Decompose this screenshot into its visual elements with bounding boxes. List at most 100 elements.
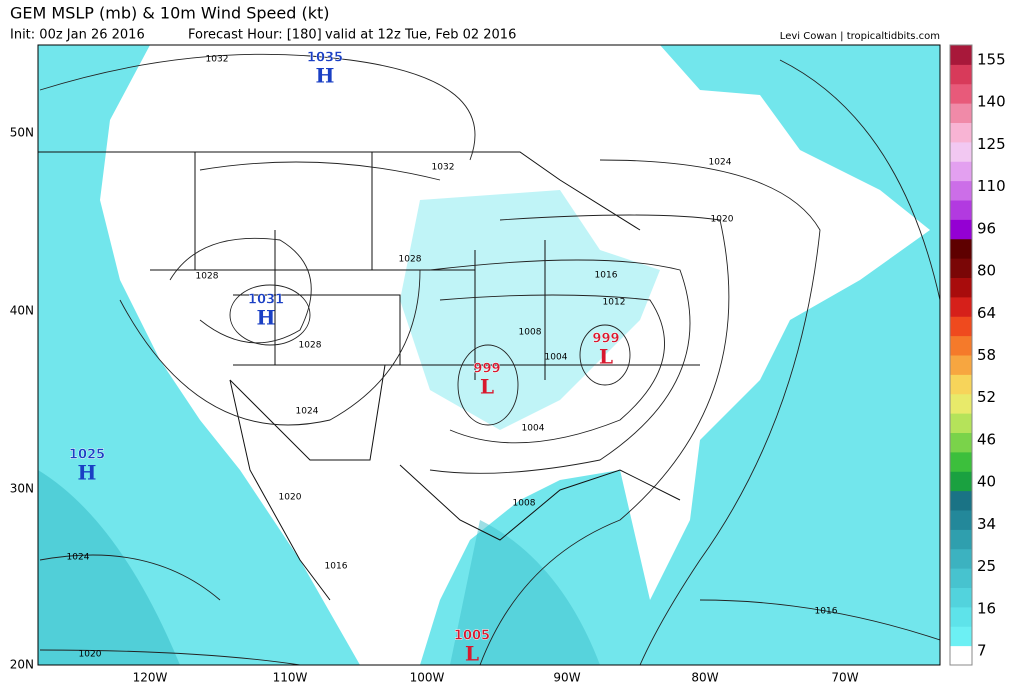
wind-shading <box>400 190 660 430</box>
colorbar-swatch <box>950 83 972 104</box>
center-value: 1031 <box>248 293 284 308</box>
colorbar-swatch <box>950 568 972 588</box>
isobar-label: 1024 <box>709 158 732 168</box>
colorbar-swatch <box>950 510 972 530</box>
wind-shading <box>38 470 180 665</box>
lat-label: 50N <box>10 126 34 140</box>
isobar-label: 1008 <box>519 328 542 338</box>
isobar-label: 1016 <box>325 562 348 572</box>
init: Init: 00z Jan 26 2016 <box>10 28 145 43</box>
colorbar-swatch <box>950 103 972 123</box>
colorbar-swatch <box>950 451 972 472</box>
lon-label: 120W <box>133 671 168 685</box>
colorbar-swatch <box>950 258 972 278</box>
colorbar: 155 140 125 110 96 80 64 58 52 46 40 34 25 16 7 <box>949 44 1006 666</box>
isobars <box>39 53 940 665</box>
colorbar-swatch <box>950 277 972 298</box>
colorbar-frame <box>949 44 973 666</box>
isobar-label: 1012 <box>603 298 626 308</box>
colorbar-swatch <box>950 374 972 395</box>
colorbar-swatch <box>950 141 972 162</box>
colorbar-swatch <box>950 238 972 259</box>
title: GEM MSLP (mb) & 10m Wind Speed (kt) <box>10 4 329 23</box>
valid-time: valid at 12z Tue, Feb 02 2016 <box>325 28 516 43</box>
colorbar-label: 125 <box>977 135 1006 153</box>
colorbar-swatch <box>950 548 972 569</box>
isobar-label: 1024 <box>296 407 319 417</box>
colorbar-swatch <box>950 64 972 85</box>
center-symbol: L <box>480 375 494 399</box>
colorbar-swatch <box>950 529 972 550</box>
isobar-label: 1032 <box>432 163 455 173</box>
isobar-label: 1032 <box>206 55 229 65</box>
isobar-label: 1020 <box>279 493 302 503</box>
colorbar-swatch <box>950 122 972 143</box>
isobar-label: 1020 <box>711 215 734 225</box>
center-symbol: H <box>257 306 276 330</box>
colorbar-label: 40 <box>977 473 996 491</box>
lat-label: 40N <box>10 304 34 318</box>
isobar-label: 1004 <box>545 353 568 363</box>
colorbar-label: 155 <box>977 51 1006 69</box>
colorbar-swatch <box>950 606 972 627</box>
center-symbol: H <box>78 461 97 485</box>
lon-label: 110W <box>273 671 308 685</box>
colorbar-swatch <box>950 432 972 453</box>
colorbar-swatch <box>950 219 972 240</box>
center-symbol: L <box>599 345 613 369</box>
colorbar-swatch <box>950 335 972 356</box>
center-symbol: H <box>316 64 335 88</box>
lon-label: 90W <box>553 671 580 685</box>
colorbar-swatch <box>950 393 972 414</box>
center-value: 999 <box>473 362 500 377</box>
isobar-label: 1008 <box>513 499 536 509</box>
isobar-label: 1016 <box>815 607 838 617</box>
colorbar-swatch <box>950 200 972 220</box>
center-value: 1035 <box>307 51 343 66</box>
borders <box>38 151 700 601</box>
colorbar-label: 34 <box>977 515 996 533</box>
colorbar-swatch <box>950 161 972 182</box>
colorbar-label: 25 <box>977 557 996 575</box>
colorbar-label: 110 <box>977 177 1006 195</box>
lon-label: 100W <box>410 671 445 685</box>
isobar-label: 1016 <box>595 271 618 281</box>
colorbar-swatch <box>950 587 972 608</box>
lat-label: 30N <box>10 482 34 496</box>
colorbar-swatch <box>950 413 972 433</box>
forecast-hour: Forecast Hour: [180] <box>188 28 322 43</box>
colorbar-swatch <box>950 296 972 317</box>
lon-label: 70W <box>831 671 858 685</box>
colorbar-swatch <box>950 316 972 337</box>
lon-label: 80W <box>691 671 718 685</box>
colorbar-label: 46 <box>977 430 996 448</box>
isobar-label: 1028 <box>399 255 422 265</box>
wind-shading <box>450 520 600 665</box>
colorbar-label: 140 <box>977 93 1006 111</box>
center-value: 1005 <box>454 629 490 644</box>
colorbar-swatch <box>950 180 972 201</box>
center-symbol: L <box>465 642 479 666</box>
credit: Levi Cowan | tropicaltidbits.com <box>780 31 940 42</box>
colorbar-swatch <box>950 355 972 375</box>
colorbar-label: 52 <box>977 388 996 406</box>
isobar-label: 1028 <box>299 341 322 351</box>
colorbar-label: 80 <box>977 262 996 280</box>
colorbar-swatch <box>950 645 972 666</box>
isobar-label: 1004 <box>522 424 545 434</box>
isobar-label: 1020 <box>79 650 102 660</box>
colorbar-swatch <box>950 626 972 647</box>
center-value: 1025 <box>69 448 105 463</box>
lat-label: 20N <box>10 658 34 672</box>
colorbar-swatch <box>950 490 972 511</box>
isobar-label: 1024 <box>67 553 90 563</box>
colorbar-label: 16 <box>977 599 996 617</box>
center-value: 999 <box>592 332 619 347</box>
colorbar-swatch <box>950 45 972 65</box>
colorbar-swatch <box>950 471 972 492</box>
colorbar-label: 96 <box>977 219 996 237</box>
colorbar-label: 7 <box>977 642 987 660</box>
map-frame <box>37 44 941 666</box>
